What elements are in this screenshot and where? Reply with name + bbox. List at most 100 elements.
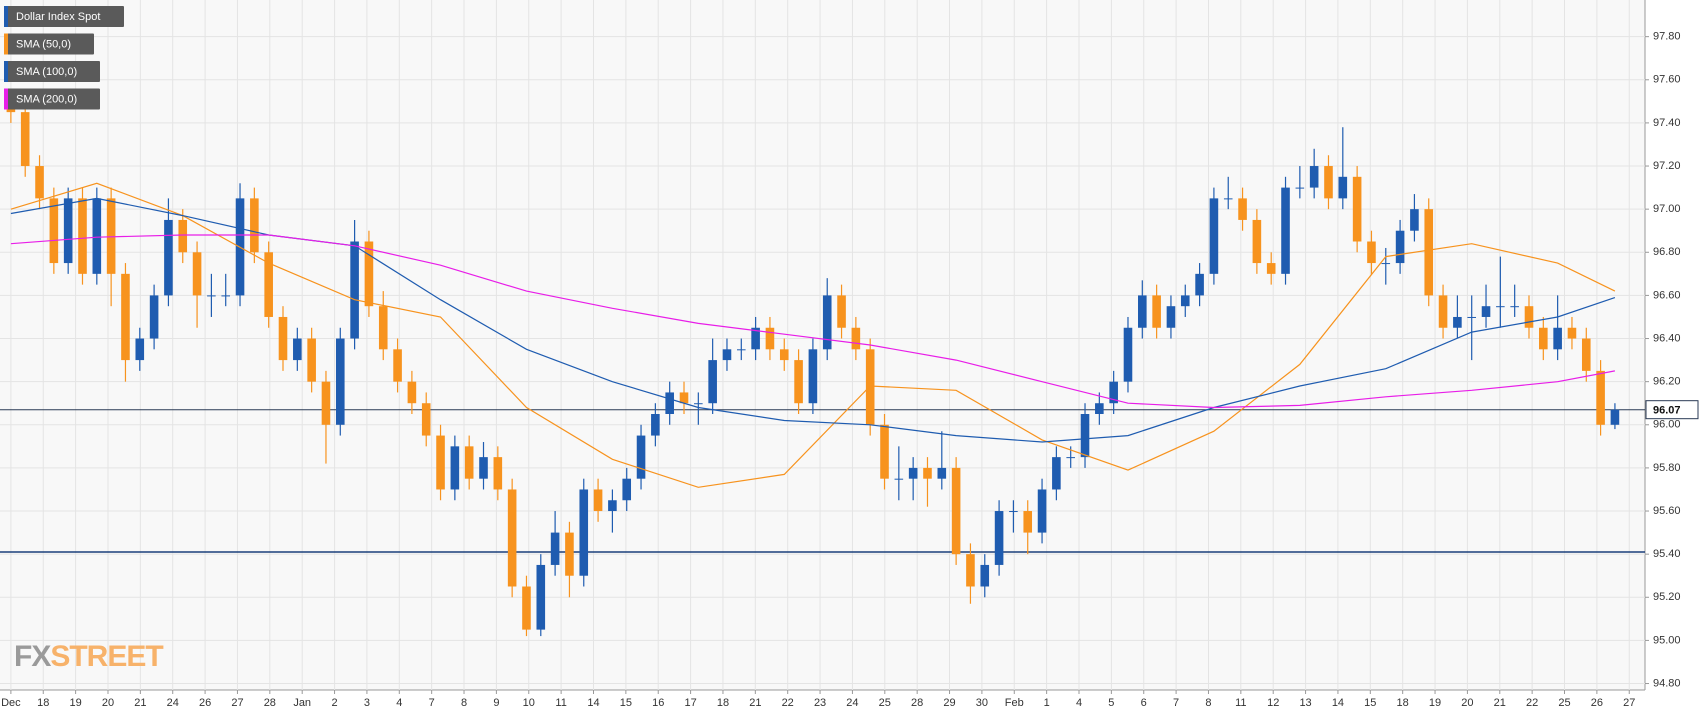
x-tick-label: Feb	[1005, 697, 1024, 709]
x-tick-label: 19	[1429, 697, 1441, 709]
plot-background	[0, 0, 1645, 690]
x-tick-label: 27	[231, 697, 243, 709]
candle-body	[250, 198, 259, 253]
candle-body	[708, 360, 717, 404]
candle-body	[894, 478, 904, 480]
candle-body	[393, 349, 402, 382]
candle-body	[1009, 511, 1018, 513]
x-tick-label: 15	[1364, 697, 1376, 709]
candle-body	[980, 564, 990, 587]
x-tick-label: Jan	[293, 697, 311, 709]
candle-body	[522, 586, 531, 630]
candle-body	[1180, 295, 1190, 307]
candle-body	[1080, 414, 1090, 458]
legend-box	[4, 88, 100, 110]
price-tag-label: 96.07	[1653, 405, 1681, 417]
candle-body	[1539, 327, 1548, 350]
candle-body	[1095, 403, 1104, 414]
candle-body	[1524, 306, 1534, 328]
y-tick-label: 96.40	[1653, 332, 1681, 344]
candle-body	[636, 435, 646, 479]
y-tick-label: 97.40	[1653, 117, 1681, 129]
candle-body	[851, 327, 861, 350]
candle-body	[221, 295, 231, 297]
x-tick-label: 23	[814, 697, 826, 709]
legend-label: SMA (50,0)	[16, 38, 71, 50]
x-tick-label: 21	[134, 697, 146, 709]
x-tick-label: 11	[1235, 697, 1246, 709]
x-tick-label: 15	[620, 697, 632, 709]
candle-body	[822, 295, 832, 350]
candle-body	[421, 403, 431, 436]
y-tick-label: 94.80	[1653, 677, 1681, 689]
candle-body	[378, 306, 388, 350]
x-tick-label: 20	[1461, 697, 1473, 709]
candle-body	[49, 198, 59, 264]
candle-body	[651, 414, 660, 436]
x-tick-label: 25	[1558, 697, 1570, 709]
candle-body	[1581, 338, 1591, 371]
x-tick-label: 9	[493, 697, 499, 709]
candle-body	[479, 457, 488, 479]
x-tick-label: 7	[1173, 697, 1179, 709]
legend-label: SMA (100,0)	[16, 66, 77, 78]
x-tick-label: 13	[1299, 697, 1311, 709]
candle-body	[1066, 457, 1075, 459]
candle-body	[808, 349, 818, 404]
legend-swatch	[4, 33, 8, 55]
x-tick-label: 11	[555, 697, 566, 709]
x-tick-label: 28	[264, 697, 276, 709]
candle-body	[751, 327, 760, 350]
candle-body	[293, 338, 302, 361]
x-tick-label: 4	[396, 697, 402, 709]
candle-body	[1324, 166, 1333, 199]
candle-body	[35, 166, 44, 199]
candle-body	[1481, 306, 1491, 317]
x-tick-label: 27	[1623, 697, 1635, 709]
x-tick-label: 7	[429, 697, 435, 709]
candle-body	[550, 532, 560, 565]
candle-body	[1410, 209, 1419, 231]
candle-body	[1496, 306, 1505, 308]
y-tick-label: 97.00	[1653, 203, 1681, 215]
candle-body	[1510, 306, 1519, 308]
candle-body	[192, 252, 202, 296]
candle-body	[579, 489, 589, 576]
candle-body	[694, 403, 703, 405]
y-tick-label: 96.80	[1653, 246, 1681, 258]
candle-body	[493, 457, 503, 490]
legend-box	[4, 61, 100, 82]
candle-body	[1467, 316, 1477, 318]
x-tick-label: 6	[1141, 697, 1147, 709]
candle-body	[565, 532, 574, 576]
x-tick-label: 26	[199, 697, 211, 709]
x-tick-label: 4	[1076, 697, 1082, 709]
y-tick-label: 95.60	[1653, 505, 1681, 517]
candle-body	[1352, 176, 1362, 242]
candle-body	[78, 198, 87, 274]
x-tick-label: Dec	[1, 697, 21, 709]
candle-body	[307, 338, 316, 382]
legend-swatch	[4, 61, 8, 82]
x-tick-label: 18	[1397, 697, 1409, 709]
candle-body	[1309, 166, 1319, 188]
candle-body	[207, 295, 216, 297]
x-tick-label: 2	[331, 697, 337, 709]
x-tick-label: 22	[782, 697, 794, 709]
x-tick-label: 17	[684, 697, 696, 709]
candle-body	[1553, 327, 1562, 350]
candle-body	[736, 349, 746, 351]
candle-body	[1052, 457, 1061, 490]
candle-body	[450, 446, 460, 490]
x-tick-label: 18	[37, 697, 49, 709]
candle-body	[1438, 295, 1448, 328]
candle-body	[1610, 409, 1620, 425]
x-tick-label: 26	[1591, 697, 1603, 709]
candle-body	[135, 338, 145, 361]
y-tick-label: 97.60	[1653, 74, 1681, 86]
candle-body	[679, 392, 689, 404]
watermark: FXSTREET	[14, 640, 163, 673]
candle-body	[350, 241, 359, 339]
legend-label: Dollar Index Spot	[16, 11, 100, 23]
